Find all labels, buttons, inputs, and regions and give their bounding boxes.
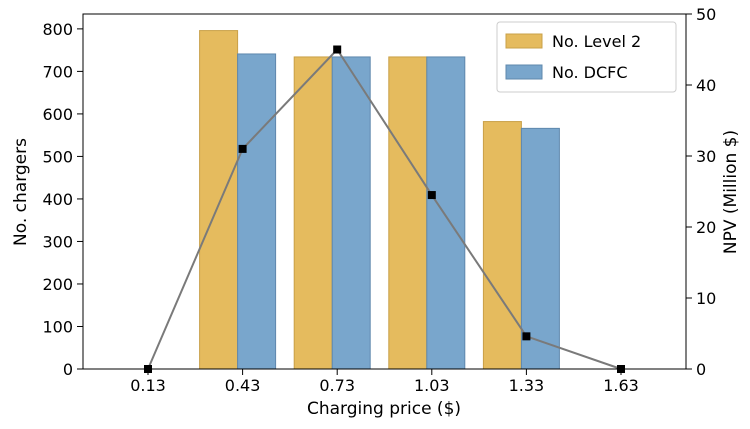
x-tick-label: 0.43 bbox=[225, 376, 261, 395]
x-tick-label: 1.63 bbox=[603, 376, 639, 395]
y2-tick-label: 30 bbox=[696, 147, 716, 166]
y-tick-label: 700 bbox=[42, 62, 73, 81]
y-tick-label: 0 bbox=[63, 360, 73, 379]
npv-point bbox=[333, 45, 342, 54]
y-tick-label: 500 bbox=[42, 147, 73, 166]
y2-tick-label: 20 bbox=[696, 218, 716, 237]
x-tick-label: 0.13 bbox=[130, 376, 166, 395]
npv-point bbox=[427, 191, 436, 200]
y2-axis-label: NPV (Million $) bbox=[721, 130, 741, 254]
y-tick-label: 600 bbox=[42, 105, 73, 124]
bar-dcfc bbox=[331, 56, 371, 370]
legend-label-dcfc: No. DCFC bbox=[552, 63, 628, 82]
bar-dcfc bbox=[237, 53, 277, 370]
bar-level2 bbox=[199, 30, 239, 370]
y2-tick-label: 50 bbox=[696, 5, 716, 24]
y-tick-label: 400 bbox=[42, 190, 73, 209]
bars-layer bbox=[199, 30, 560, 370]
y2-tick-label: 10 bbox=[696, 289, 716, 308]
y-tick-label: 300 bbox=[42, 232, 73, 251]
x-tick-label: 1.33 bbox=[509, 376, 545, 395]
npv-line bbox=[147, 47, 622, 370]
legend: No. Level 2 No. DCFC bbox=[496, 21, 677, 93]
npv-point bbox=[238, 144, 247, 153]
npv-point bbox=[522, 332, 531, 341]
y-tick-label: 100 bbox=[42, 317, 73, 336]
x-axis-label: Charging price ($) bbox=[307, 399, 461, 419]
y-tick-label: 200 bbox=[42, 275, 73, 294]
plot-frame bbox=[82, 13, 687, 370]
legend-label-level2: No. Level 2 bbox=[552, 32, 641, 51]
y-axis-left: 0 100 200 300 400 500 600 700 800 bbox=[42, 20, 83, 379]
bar-dcfc bbox=[426, 56, 466, 370]
bar-level2 bbox=[388, 56, 428, 370]
legend-swatch-level2 bbox=[505, 33, 543, 49]
y-axis-label: No. chargers bbox=[11, 138, 31, 246]
x-axis: 0.13 0.43 0.73 1.03 1.33 1.63 bbox=[130, 369, 639, 395]
y2-tick-label: 0 bbox=[696, 360, 706, 379]
legend-swatch-dcfc bbox=[505, 64, 543, 80]
y2-tick-label: 40 bbox=[696, 76, 716, 95]
y-tick-label: 800 bbox=[42, 20, 73, 39]
bar-level2 bbox=[293, 56, 333, 370]
bar-level2 bbox=[482, 121, 522, 370]
y-axis-right: 0 10 20 30 40 50 bbox=[686, 5, 716, 379]
x-tick-label: 0.73 bbox=[319, 376, 355, 395]
bar-dcfc bbox=[520, 127, 560, 370]
x-tick-label: 1.03 bbox=[414, 376, 450, 395]
